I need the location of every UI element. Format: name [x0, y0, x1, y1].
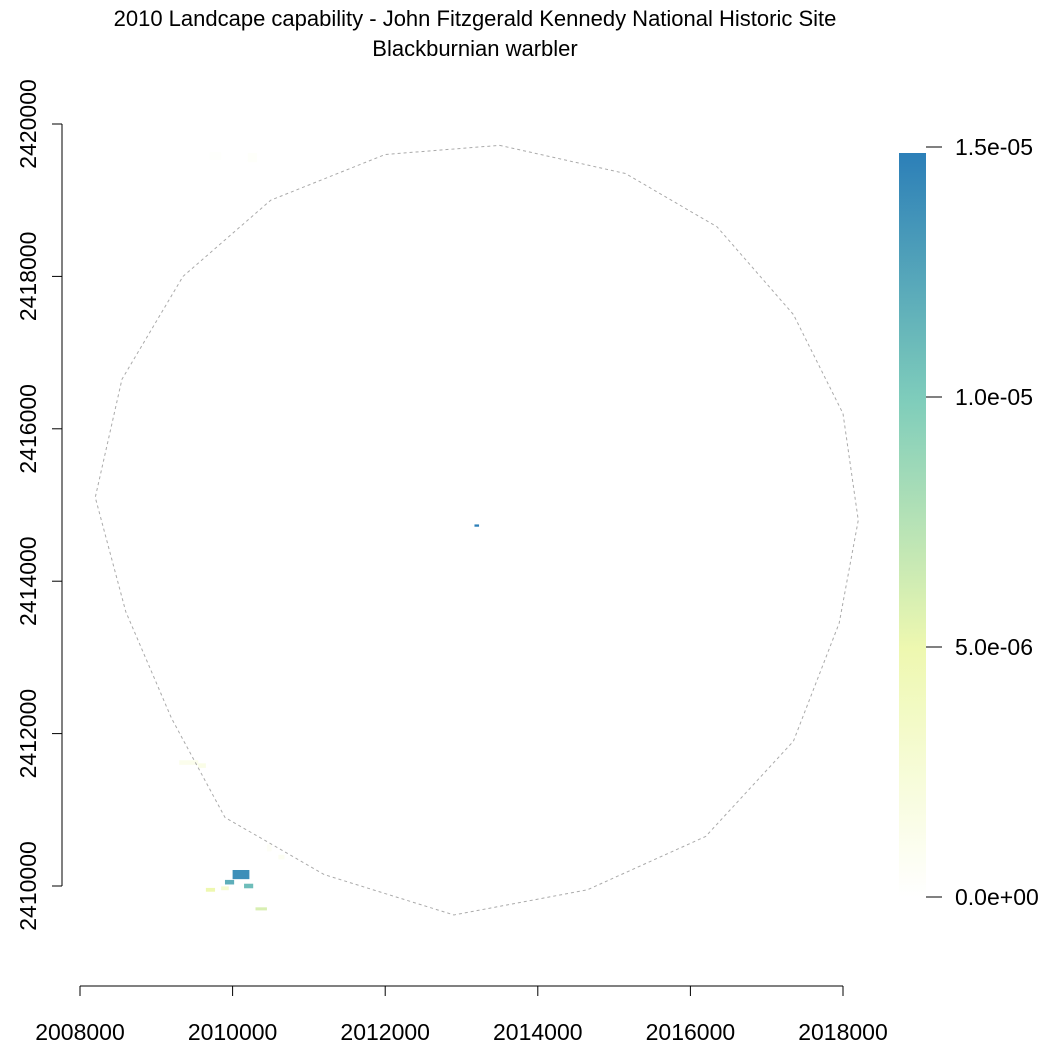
raster-cell	[198, 763, 206, 768]
raster-cell	[224, 879, 235, 885]
y-tick-label: 2420000	[15, 79, 41, 169]
raster-cell	[221, 886, 229, 891]
chart-title: 2010 Landcape capability - John Fitzgera…	[113, 6, 837, 31]
x-tick-label: 2016000	[646, 1019, 736, 1045]
legend-tick-label: 0.0e+00	[955, 884, 1039, 910]
legend-color-bar	[899, 153, 926, 897]
y-axis: 2410000 2412000 2414000 2416000 2418000 24200…	[15, 79, 63, 931]
chart-subtitle: Blackburnian warbler	[372, 36, 578, 61]
x-tick-label: 2008000	[35, 1019, 125, 1045]
x-axis: 2008000 2010000 2012000 2014000 2016000 20180…	[35, 985, 888, 1045]
raster-cell	[474, 524, 480, 527]
raster-cell	[247, 152, 258, 163]
x-tick-label: 2012000	[340, 1019, 430, 1045]
y-tick-label: 2410000	[15, 841, 41, 931]
park-boundary	[94, 144, 859, 916]
y-tick-label: 2418000	[15, 232, 41, 322]
legend-tick-label: 1.5e-05	[955, 134, 1033, 160]
x-tick-label: 2014000	[493, 1019, 583, 1045]
raster-layer	[179, 152, 480, 911]
y-tick-label: 2412000	[15, 689, 41, 779]
raster-cell	[232, 869, 250, 880]
raster-cell	[255, 907, 267, 911]
x-tick-label: 2018000	[798, 1019, 888, 1045]
legend-tick-label: 5.0e-06	[955, 634, 1033, 660]
y-tick-label: 2414000	[15, 536, 41, 626]
raster-cell	[179, 760, 199, 765]
raster-cell	[278, 854, 285, 860]
color-legend: 0.0e+00 5.0e-06 1.0e-05 1.5e-05	[899, 134, 1039, 910]
raster-cell	[244, 883, 254, 889]
raster-cell	[266, 844, 272, 852]
y-tick-label: 2416000	[15, 384, 41, 474]
legend-tick-label: 1.0e-05	[955, 384, 1033, 410]
x-tick-label: 2010000	[188, 1019, 278, 1045]
raster-cell	[209, 152, 222, 160]
raster-cell	[205, 887, 216, 892]
